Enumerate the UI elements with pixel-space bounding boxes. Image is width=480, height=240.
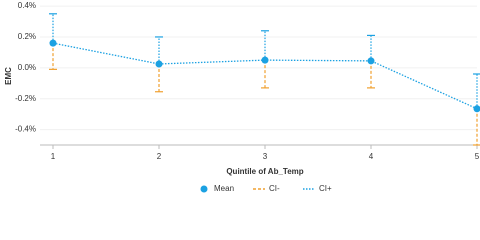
x-tick-label: 1 (51, 152, 56, 161)
y-tick-label: -0.2% (15, 94, 36, 103)
mean-point (473, 105, 480, 113)
legend-label: Mean (214, 184, 234, 193)
legend-label: CI- (269, 184, 280, 193)
mean-point (49, 39, 57, 47)
y-tick-label: 0.2% (18, 32, 36, 41)
legend-label: CI+ (319, 184, 332, 193)
mean-point (367, 57, 375, 65)
y-tick-label: -0.4% (15, 125, 36, 134)
chart: Quintile of Ab_Temp EMC -0.4% -0.2% 0.0% 0.… (4, 1, 480, 193)
x-axis-title: Quintile of Ab_Temp (226, 167, 303, 176)
y-tick-label: 0.4% (18, 1, 36, 10)
x-tick-label: 5 (475, 152, 480, 161)
y-axis-title: EMC (4, 67, 13, 85)
y-tick-label: 0.0% (18, 63, 36, 72)
mean-point (155, 60, 163, 68)
mean-point (261, 56, 269, 64)
x-tick-label: 3 (263, 152, 268, 161)
legend-marker (200, 185, 208, 193)
x-tick-label: 4 (369, 152, 374, 161)
x-tick-label: 2 (157, 152, 162, 161)
